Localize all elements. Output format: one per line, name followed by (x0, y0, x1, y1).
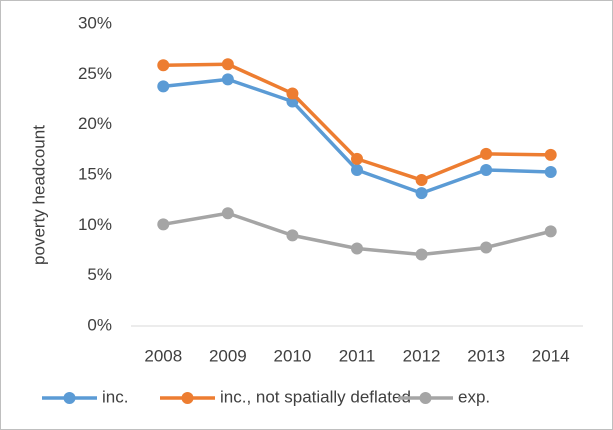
y-tick-label: 30% (78, 13, 112, 32)
data-point (415, 174, 428, 187)
x-tick-label: 2009 (209, 346, 247, 365)
data-point (480, 241, 493, 254)
data-point (351, 163, 363, 176)
x-tick-label: 2008 (144, 346, 182, 365)
data-point (351, 242, 363, 255)
data-point (415, 187, 428, 200)
legend-swatch-marker (63, 392, 76, 404)
data-point (221, 58, 234, 71)
x-tick-label: 2011 (339, 346, 376, 365)
y-tick-label: 10% (78, 215, 112, 234)
data-point (544, 225, 557, 238)
data-point (544, 148, 557, 161)
data-point (480, 163, 493, 176)
y-axis-label: poverty headcount (29, 125, 48, 265)
data-point (286, 87, 299, 100)
data-point (157, 80, 170, 93)
x-tick-label: 2013 (467, 346, 505, 365)
data-point (157, 59, 170, 72)
x-tick-label: 2012 (403, 346, 441, 365)
y-tick-label: 20% (78, 114, 112, 133)
legend-swatch-marker (181, 392, 194, 404)
data-point (480, 147, 493, 160)
data-point (157, 218, 170, 231)
y-tick-label: 25% (78, 64, 112, 83)
y-tick-label: 15% (78, 164, 112, 183)
x-tick-label: 2014 (532, 346, 570, 365)
y-tick-label: 5% (87, 265, 112, 284)
legend-label: inc. (102, 387, 128, 406)
legend-label: exp. (458, 387, 490, 406)
data-point (221, 207, 234, 220)
y-tick-label: 0% (87, 315, 112, 334)
legend-swatch-marker (419, 392, 432, 404)
data-point (544, 165, 557, 178)
data-point (351, 152, 363, 165)
data-point (221, 73, 234, 86)
data-point (286, 229, 299, 242)
x-tick-label: 2010 (274, 346, 312, 365)
legend-label: inc., not spatially deflated (220, 387, 411, 406)
data-point (415, 248, 428, 261)
